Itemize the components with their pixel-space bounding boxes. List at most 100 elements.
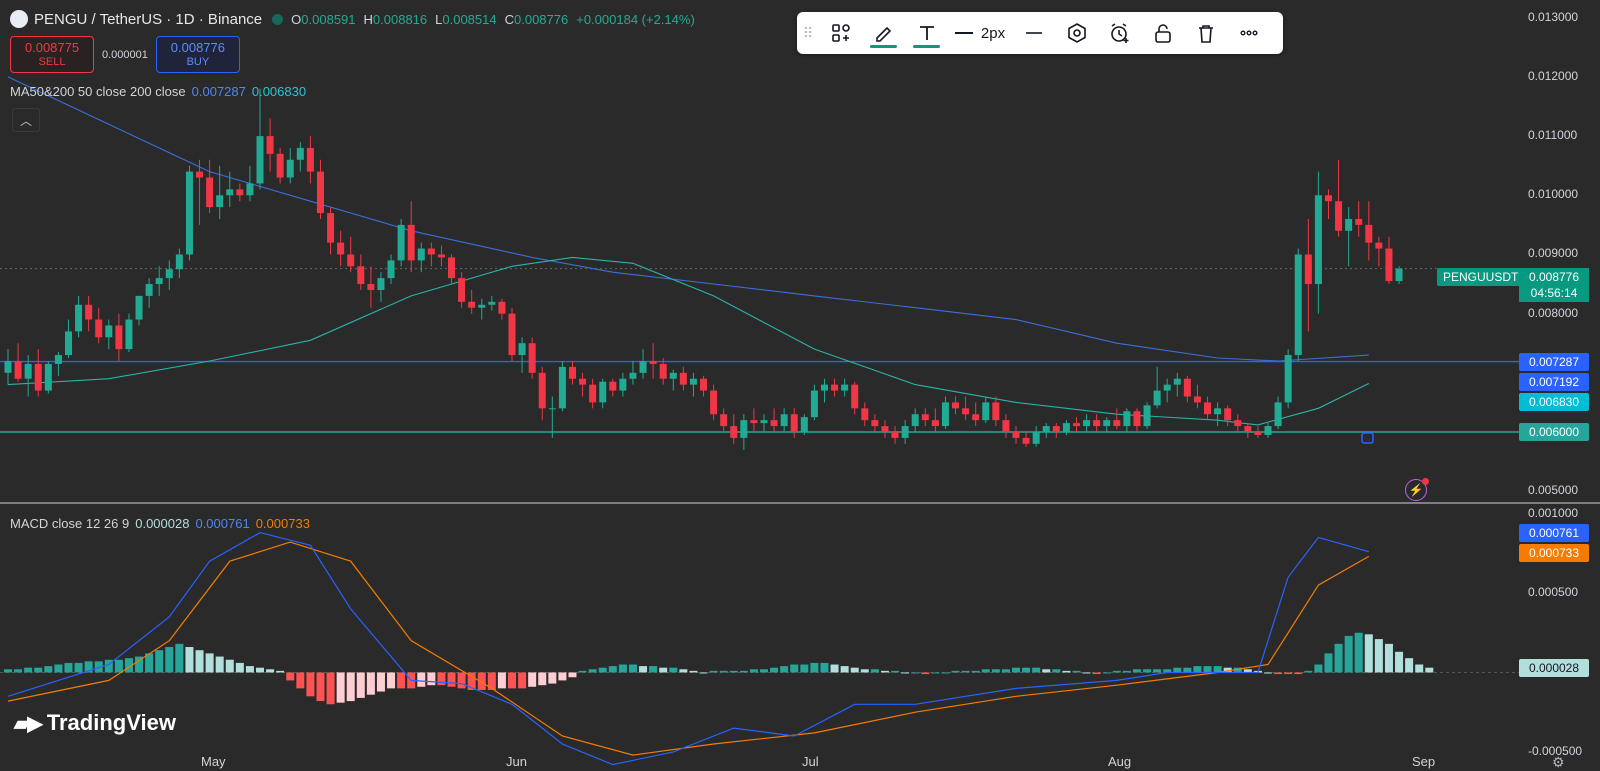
- histogram-bar: [971, 670, 980, 673]
- histogram-bar: [659, 667, 668, 673]
- symbol-title[interactable]: PENGU / TetherUS · 1D · Binance: [34, 10, 263, 28]
- candle: [286, 147, 294, 184]
- settings-button[interactable]: [1055, 12, 1098, 54]
- add-alert-button[interactable]: [1098, 12, 1141, 54]
- unlock-icon: [1154, 24, 1171, 43]
- candle-body: [14, 360, 22, 379]
- candle: [64, 319, 72, 359]
- axis-value-label: 0.007287: [1519, 353, 1589, 371]
- candle: [1345, 207, 1353, 267]
- histogram-bar: [1274, 672, 1283, 675]
- candle-body: [1365, 224, 1373, 243]
- candle: [1133, 408, 1141, 432]
- candle: [357, 254, 365, 290]
- histogram-bar: [1344, 635, 1353, 673]
- delete-button[interactable]: [1184, 12, 1227, 54]
- candle: [911, 408, 919, 432]
- alert-icon[interactable]: ⚡: [1405, 478, 1429, 501]
- price-tick-label: 0.001000: [1528, 505, 1579, 520]
- histogram-bar: [155, 650, 164, 673]
- histogram-bar: [54, 664, 63, 673]
- candle-body: [1214, 408, 1222, 415]
- macd-legend[interactable]: MACD close 12 26 9 0.000028 0.000761 0.0…: [10, 516, 310, 531]
- candle-body: [720, 414, 728, 427]
- drag-handle-icon[interactable]: ⠿: [802, 24, 814, 41]
- collapse-legend-button[interactable]: ︿: [12, 108, 40, 132]
- candle-body: [306, 147, 314, 172]
- candle-body: [730, 426, 738, 438]
- candle: [720, 408, 728, 432]
- histogram-bar: [901, 672, 910, 674]
- candle-body: [1042, 426, 1050, 432]
- sell-button[interactable]: 0.008775 SELL: [10, 36, 94, 73]
- candle-body: [599, 381, 607, 403]
- candle-body: [24, 363, 32, 379]
- candle-body: [185, 171, 193, 255]
- candle-countdown: 04:56:14: [1530, 286, 1578, 300]
- candle: [14, 343, 22, 382]
- buy-button[interactable]: 0.008776 BUY: [155, 36, 240, 73]
- candle-body: [296, 147, 304, 160]
- hline-anchor-handle[interactable]: [1361, 432, 1374, 444]
- symbol-label: PENGUUSDT: [1437, 268, 1525, 286]
- date-tick-label: Jun: [506, 754, 527, 769]
- candle-body: [1113, 420, 1121, 427]
- histogram-bar: [1233, 667, 1242, 673]
- candle: [538, 366, 546, 421]
- candle: [1143, 402, 1151, 430]
- line-color-button[interactable]: [862, 12, 905, 54]
- histogram-bar: [870, 669, 879, 673]
- candle-body: [810, 390, 818, 418]
- histogram-bar: [770, 667, 779, 673]
- lock-button[interactable]: [1141, 12, 1184, 54]
- histogram-bar: [760, 669, 768, 673]
- candle-body: [931, 420, 939, 427]
- candle: [982, 396, 990, 424]
- candle-body: [1133, 411, 1141, 427]
- ma-legend[interactable]: MA50&200 50 close 200 close 0.007287 0.0…: [10, 84, 307, 99]
- candle-body: [568, 366, 576, 379]
- candle-body: [740, 420, 748, 438]
- candle: [1294, 248, 1302, 361]
- candle-body: [1002, 420, 1010, 432]
- candle: [901, 420, 909, 444]
- candle-body: [861, 408, 869, 421]
- template-button[interactable]: [819, 12, 862, 54]
- date-tick-label: Sep: [1412, 754, 1436, 769]
- candle: [1244, 423, 1252, 438]
- candle-body: [1294, 254, 1302, 356]
- candle: [306, 136, 314, 184]
- line-style-button[interactable]: [1012, 12, 1055, 54]
- gear-icon[interactable]: ⚙: [1552, 754, 1565, 770]
- histogram-bar: [376, 672, 385, 692]
- macd-value: 0.000761: [195, 516, 250, 531]
- histogram-bar: [1102, 672, 1111, 674]
- more-button[interactable]: [1227, 12, 1270, 54]
- histogram-bar: [840, 666, 849, 673]
- candle-body: [1204, 402, 1212, 415]
- alarm-clock-icon: [1110, 23, 1128, 43]
- histogram-bar: [981, 669, 990, 673]
- axis-value-label: 0.006000: [1519, 422, 1589, 441]
- candle-body: [95, 319, 103, 338]
- candle: [619, 372, 627, 397]
- candle: [1355, 201, 1363, 237]
- histogram-bar: [316, 672, 325, 702]
- histogram-bar: [1425, 667, 1434, 673]
- candle: [296, 142, 304, 172]
- trade-buttons: 0.008775 SELL 0.000001 0.008776 BUY: [10, 36, 240, 73]
- candle: [669, 369, 677, 391]
- histogram-bar: [991, 669, 1000, 673]
- price-tick-label: 0.009000: [1528, 246, 1579, 261]
- text-color-button[interactable]: [905, 12, 948, 54]
- line-width-button[interactable]: 2px: [948, 12, 1012, 54]
- candle: [44, 360, 52, 394]
- candle: [105, 319, 113, 350]
- histogram-bar: [205, 653, 214, 673]
- line-width-icon: [954, 32, 973, 34]
- candle-body: [1193, 396, 1201, 403]
- tradingview-watermark[interactable]: ▰▶ TradingView: [14, 710, 176, 735]
- market-status-icon[interactable]: [272, 13, 284, 25]
- candle: [941, 396, 949, 430]
